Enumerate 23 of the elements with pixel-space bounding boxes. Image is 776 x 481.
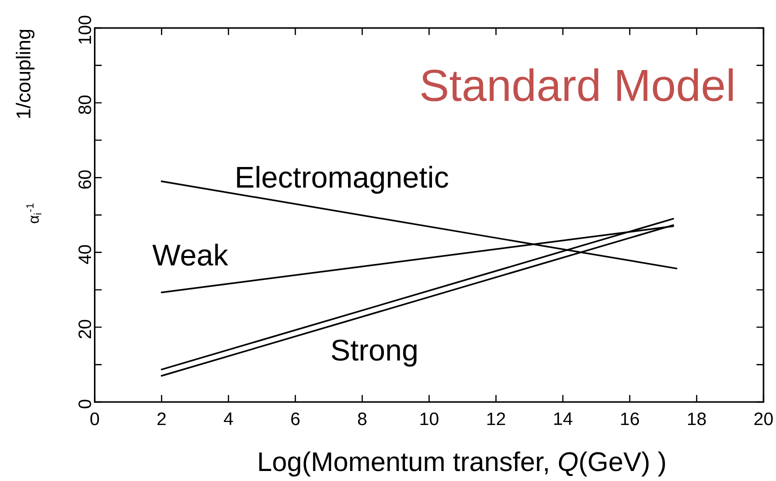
x-tick-label: 10 — [420, 412, 438, 426]
x-tick-label: 8 — [358, 412, 366, 426]
series-label: Electromagnetic — [237, 166, 448, 194]
y-tick-label: 80 — [78, 96, 92, 114]
x-tick-label: 6 — [291, 412, 300, 426]
y-tick-label: 20 — [78, 320, 92, 338]
x-tick-label: 14 — [554, 412, 572, 425]
x-tick-label: 2 — [158, 412, 166, 426]
y-tick-label: 60 — [78, 170, 92, 189]
y-axis-title: 1/coupling — [16, 30, 34, 118]
x-tick-label: 16 — [621, 412, 639, 426]
legend-label: Weak — [152, 244, 228, 266]
x-tick-label: 12 — [487, 412, 506, 426]
text: Standard Model — [421, 68, 733, 102]
x-tick-label: 4 — [224, 412, 233, 425]
y-tick-label: 100 — [78, 16, 92, 44]
x-tick-label: 18 — [688, 412, 706, 426]
y-tick-label: 0 — [78, 400, 92, 408]
series-label: Strong — [332, 340, 417, 367]
y-tick-label: 40 — [78, 245, 92, 264]
x-axis-title: Log(Momentum transfer, Q(GeV) ) — [259, 451, 665, 477]
text: α$_{i}$-1 — [26, 204, 42, 224]
x-tick-label: 20 — [754, 412, 773, 426]
